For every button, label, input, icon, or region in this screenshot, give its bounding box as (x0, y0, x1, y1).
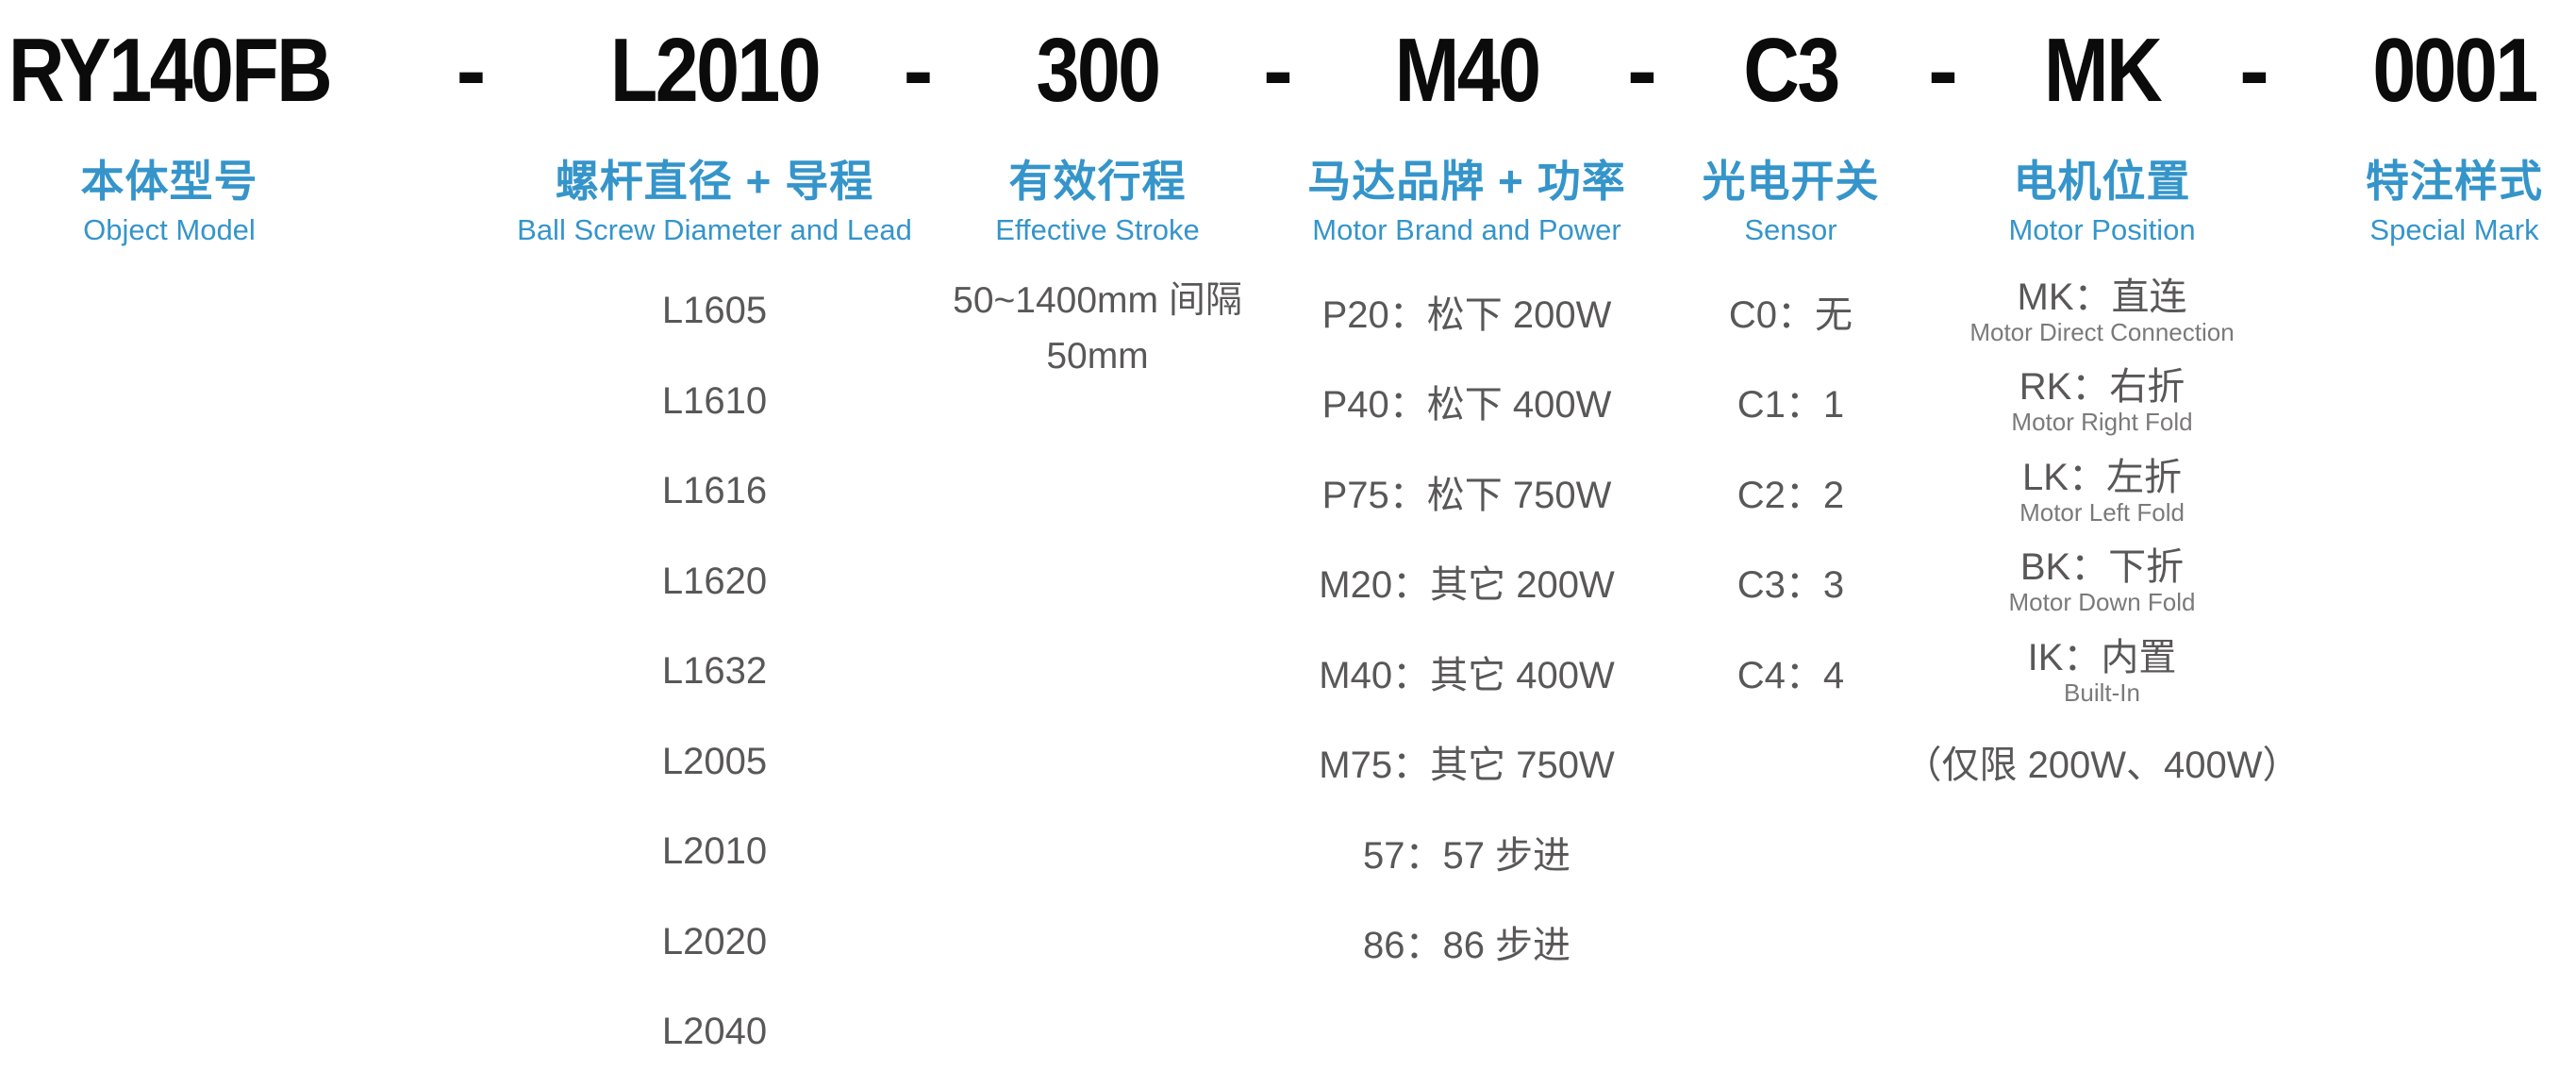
motor-option: M40：其它 400W (1319, 654, 1615, 696)
header-en-motor-brand-power: Motor Brand and Power (1312, 213, 1621, 246)
header-cn-motor-position: 电机位置 (2013, 157, 2191, 206)
ball-screw-option: L2010 (661, 830, 768, 873)
column-header-motor-brand-power: 马达品牌 + 功率 Motor Brand and Power (1307, 142, 1624, 247)
ball-screw-option: L2020 (661, 920, 768, 962)
effective-stroke-line-2: 50mm (1046, 335, 1149, 377)
motor-position-code: IK：内置 (2027, 636, 2177, 678)
motor-position-code: RK：右折 (2019, 366, 2185, 409)
model-segment-motor-position: MK (2043, 20, 2163, 121)
ball-screw-option: L1605 (661, 290, 768, 332)
motor-position-option: LK：左折 Motor Left Fold (2019, 446, 2185, 537)
header-cn-ball-screw: 螺杆直径 + 导程 (555, 157, 874, 206)
effective-stroke-range: 50~1400mm 间隔 50mm (953, 266, 1242, 446)
motor-position-option: IK：内置 Built-In (2027, 627, 2177, 717)
motor-option: P40：松下 400W (1321, 384, 1612, 427)
ball-screw-option: L1620 (661, 560, 768, 602)
header-cn-motor-brand-power: 马达品牌 + 功率 (1307, 157, 1626, 206)
model-separator-dash: - (1263, 20, 1293, 121)
model-segment-sensor: C3 (1743, 20, 1840, 121)
model-segment-ball-screw: L2010 (609, 20, 822, 121)
sensor-option: C2：2 (1737, 474, 1845, 516)
ball-screw-option: L1616 (661, 470, 768, 512)
motor-position-code: MK：直连 (2017, 276, 2187, 318)
header-cn-special-mark: 特注样式 (2366, 157, 2543, 206)
model-separator-dash: - (903, 20, 934, 121)
motor-position-option: BK：下折 Motor Down Fold (2009, 537, 2196, 628)
motor-option: P20：松下 200W (1321, 293, 1612, 336)
model-segment-special-mark: 0001 (2372, 20, 2538, 121)
header-en-object-model: Object Model (83, 213, 256, 246)
motor-position-english: Motor Right Fold (2011, 408, 2193, 437)
header-en-effective-stroke: Effective Stroke (995, 213, 1200, 246)
motor-position-code: BK：下折 (2019, 546, 2185, 589)
effective-stroke-line-1: 50~1400mm 间隔 (953, 280, 1242, 321)
model-separator-dash: - (456, 20, 487, 121)
header-en-sensor: Sensor (1744, 213, 1837, 246)
model-separator-dash: - (1627, 20, 1657, 121)
column-header-sensor: 光电开关 Sensor (1703, 142, 1879, 247)
header-cn-object-model: 本体型号 (80, 157, 258, 206)
sensor-option: C4：4 (1737, 654, 1845, 696)
column-header-object-model: 本体型号 Object Model (0, 142, 339, 247)
motor-position-english: Motor Left Fold (2019, 497, 2185, 527)
header-cn-effective-stroke: 有效行程 (1008, 157, 1187, 206)
motor-option: 57：57 步进 (1362, 834, 1571, 877)
column-header-effective-stroke: 有效行程 Effective Stroke (995, 142, 1200, 247)
ball-screw-option: L2040 (661, 1011, 768, 1053)
motor-option: P75：松下 750W (1321, 474, 1612, 516)
motor-position-restriction-note: （仅限 200W、400W） (1903, 745, 2301, 787)
motor-position-english: Built-In (2064, 678, 2140, 707)
header-en-ball-screw: Ball Screw Diameter and Lead (517, 213, 912, 246)
column-header-ball-screw: 螺杆直径 + 导程 Ball Screw Diameter and Lead (517, 142, 912, 247)
motor-option: M20：其它 200W (1319, 564, 1615, 607)
motor-position-english: Motor Down Fold (2008, 588, 2196, 617)
model-separator-dash: - (1928, 20, 1958, 121)
motor-position-code: LK：左折 (2022, 456, 2182, 498)
model-segment-stroke: 300 (1036, 20, 1161, 121)
ball-screw-option: L2005 (661, 740, 768, 782)
column-header-motor-position: 电机位置 Motor Position (2008, 142, 2195, 247)
motor-position-option: MK：直连 Motor Direct Connection (1969, 266, 2234, 357)
motor-option: M75：其它 750W (1319, 745, 1615, 787)
model-segment-object-model: RY140FB (8, 20, 333, 121)
model-segment-motor: M40 (1394, 20, 1541, 121)
motor-position-option: RK：右折 Motor Right Fold (2011, 357, 2192, 447)
column-header-special-mark: 特注样式 Special Mark (2333, 142, 2576, 247)
motor-option: 86：86 步进 (1362, 925, 1571, 967)
motor-position-english: Motor Direct Connection (1969, 317, 2235, 346)
sensor-option: C1：1 (1737, 384, 1845, 427)
sensor-option: C0：无 (1728, 293, 1853, 336)
model-separator-dash: - (2239, 20, 2269, 121)
ball-screw-option: L1610 (661, 379, 768, 422)
sensor-option: C3：3 (1737, 564, 1845, 607)
ball-screw-option: L1632 (661, 650, 768, 693)
header-en-special-mark: Special Mark (2369, 213, 2539, 246)
header-cn-sensor: 光电开关 (1702, 157, 1880, 206)
header-en-motor-position: Motor Position (2008, 213, 2196, 246)
